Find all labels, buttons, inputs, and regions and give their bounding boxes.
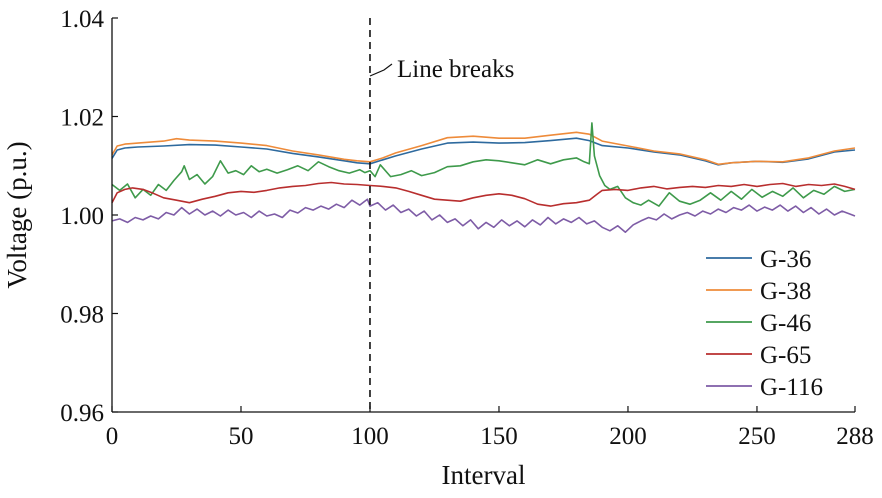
series-line-g-46: [111, 122, 856, 207]
y-tick-label: 1.02: [60, 105, 104, 132]
x-tick-label: 50: [228, 423, 253, 450]
y-tick-label: 0.98: [60, 302, 104, 329]
series-line-g-38: [111, 131, 856, 166]
legend-label-g-65: G-65: [760, 342, 811, 369]
x-tick-label: 288: [836, 423, 874, 450]
x-tick-label: 200: [609, 423, 647, 450]
legend-label-g-38: G-38: [760, 278, 811, 305]
series-line-g-116: [111, 198, 856, 233]
x-tick-label: 0: [106, 423, 119, 450]
axes: 0 50 100 150 200 250 288 0.96 0.98 1.00 1.02 1.04 In…: [2, 6, 874, 490]
annotation-label: Line breaks: [397, 56, 514, 83]
legend: G-36 G-38 G-46 G-65 G-116: [706, 246, 823, 401]
x-tick-label: 250: [738, 423, 776, 450]
legend-label-g-116: G-116: [760, 374, 823, 401]
x-tick-label: 100: [351, 423, 389, 450]
plot-area: [111, 122, 856, 233]
y-tick-label: 1.04: [60, 6, 104, 33]
series-line-g-65: [111, 181, 856, 207]
legend-label-g-46: G-46: [760, 310, 811, 337]
line-breaks-annotation: Line breaks: [369, 18, 514, 412]
y-tick-label: 0.96: [60, 400, 104, 427]
x-axis-title: Interval: [442, 460, 526, 490]
y-tick-label: 1.00: [60, 203, 104, 230]
x-tick-label: 150: [480, 423, 518, 450]
y-axis-title: Voltage (p.u.): [2, 141, 32, 288]
annotation-leader: [369, 63, 393, 77]
legend-label-g-36: G-36: [760, 246, 811, 273]
